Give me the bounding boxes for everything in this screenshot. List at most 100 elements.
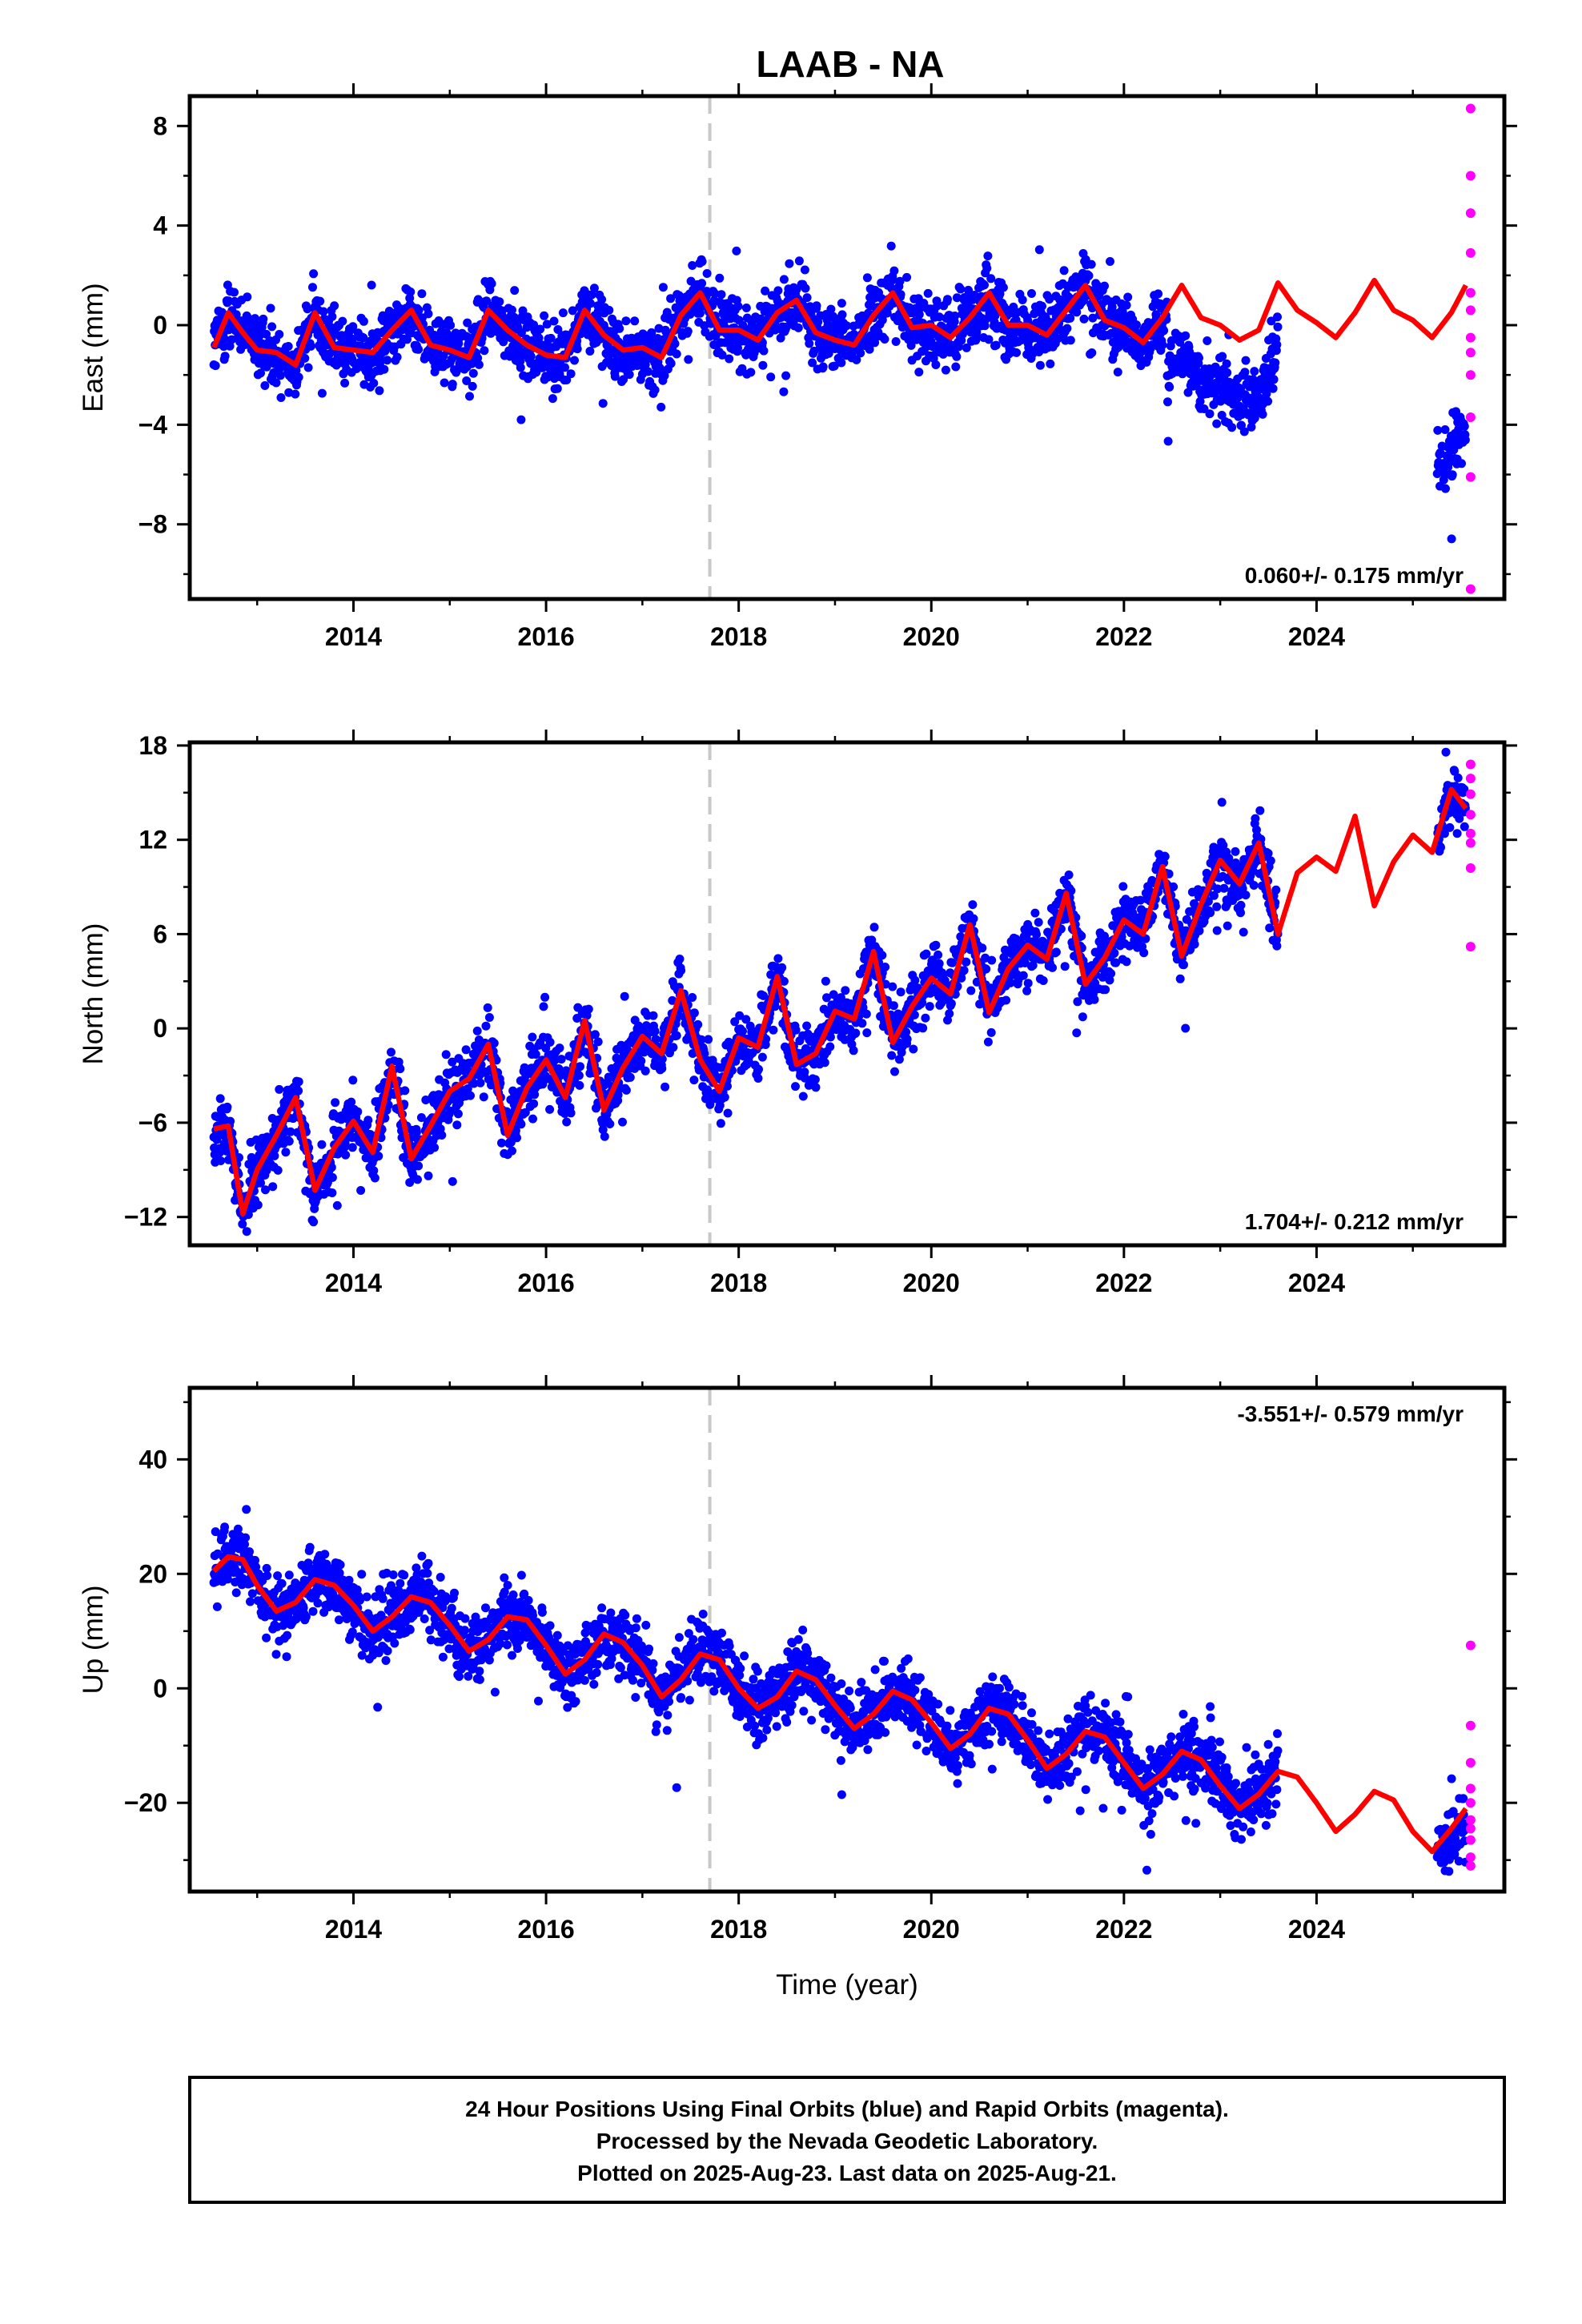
data-point	[262, 329, 271, 339]
data-point	[733, 344, 742, 353]
data-point	[256, 1178, 265, 1188]
data-point	[738, 1027, 747, 1036]
data-point	[1218, 352, 1227, 361]
data-point	[430, 1143, 440, 1152]
data-point	[1123, 292, 1133, 302]
data-point	[575, 1080, 584, 1090]
data-point	[791, 1082, 800, 1092]
data-point	[495, 297, 504, 307]
data-point	[862, 1028, 872, 1038]
data-point	[528, 1032, 537, 1042]
east-plot-frame	[187, 94, 1507, 601]
rapid-orbit-point	[1465, 584, 1476, 594]
data-point	[957, 973, 966, 983]
data-point	[1273, 322, 1283, 332]
data-point	[593, 1037, 603, 1047]
data-point	[618, 1117, 627, 1127]
data-point	[910, 975, 920, 985]
data-point	[715, 1100, 725, 1110]
data-point	[946, 999, 956, 1008]
data-point	[934, 312, 944, 322]
data-point	[1088, 313, 1098, 323]
data-point	[625, 1072, 635, 1082]
data-point	[650, 385, 660, 395]
data-point	[945, 1009, 954, 1019]
data-point	[656, 402, 666, 412]
data-point	[353, 1107, 363, 1116]
data-point	[508, 1146, 516, 1156]
data-point	[338, 316, 347, 326]
data-point	[1062, 324, 1072, 333]
data-point	[683, 327, 693, 336]
data-point	[1433, 425, 1443, 435]
data-point	[546, 333, 556, 343]
data-point	[968, 900, 978, 910]
data-point	[1023, 979, 1033, 988]
rapid-orbit-point	[1465, 305, 1476, 316]
data-point	[413, 1175, 422, 1184]
data-point	[561, 1066, 571, 1076]
data-point	[327, 1163, 336, 1172]
data-point	[216, 1156, 226, 1165]
data-point	[467, 359, 476, 368]
rapid-orbit-point	[1465, 370, 1476, 380]
data-point	[962, 343, 971, 352]
data-point	[943, 295, 952, 304]
data-point	[925, 1002, 934, 1011]
data-point	[540, 992, 550, 1002]
data-point	[243, 292, 252, 302]
data-point	[1258, 409, 1267, 419]
data-point	[697, 257, 707, 267]
data-point	[958, 329, 967, 339]
data-point	[1239, 927, 1248, 937]
data-point	[1106, 969, 1116, 979]
data-point	[829, 361, 839, 371]
data-point	[741, 1015, 751, 1024]
data-point	[545, 1037, 555, 1047]
data-point	[689, 1076, 699, 1085]
data-point	[348, 322, 358, 332]
data-point	[931, 940, 941, 950]
data-point	[887, 1051, 897, 1060]
data-point	[733, 301, 743, 311]
data-point	[294, 1077, 303, 1087]
data-point	[319, 307, 328, 316]
data-point	[473, 353, 483, 363]
data-point	[1235, 891, 1244, 900]
data-point	[1022, 986, 1032, 995]
data-point	[1165, 382, 1174, 392]
data-point	[309, 1217, 319, 1227]
data-point	[658, 283, 668, 292]
data-point	[1209, 842, 1219, 852]
data-point	[369, 379, 379, 388]
data-point	[1251, 814, 1260, 823]
data-point	[476, 1078, 485, 1088]
data-point	[1217, 798, 1227, 807]
data-point	[766, 372, 776, 382]
data-point	[770, 1002, 780, 1011]
data-point	[1012, 348, 1022, 357]
data-point	[417, 289, 427, 299]
data-point	[837, 299, 846, 308]
data-point	[761, 1035, 771, 1043]
data-point	[888, 982, 897, 991]
data-point	[1038, 301, 1046, 311]
data-point	[1447, 534, 1456, 544]
data-point	[526, 352, 536, 361]
data-point	[700, 321, 709, 331]
data-point	[356, 1186, 366, 1195]
data-point	[465, 392, 474, 401]
data-point	[536, 324, 545, 334]
x-tick-label: 2024	[1288, 622, 1345, 651]
data-point	[986, 1027, 996, 1037]
data-point	[412, 1128, 421, 1137]
data-point	[598, 399, 608, 408]
data-point	[882, 308, 892, 318]
data-point	[253, 1200, 263, 1210]
data-point	[959, 966, 969, 975]
data-point	[982, 964, 991, 974]
data-point	[702, 269, 712, 278]
data-point	[1195, 396, 1205, 406]
data-point	[624, 370, 634, 380]
data-point	[896, 290, 905, 300]
